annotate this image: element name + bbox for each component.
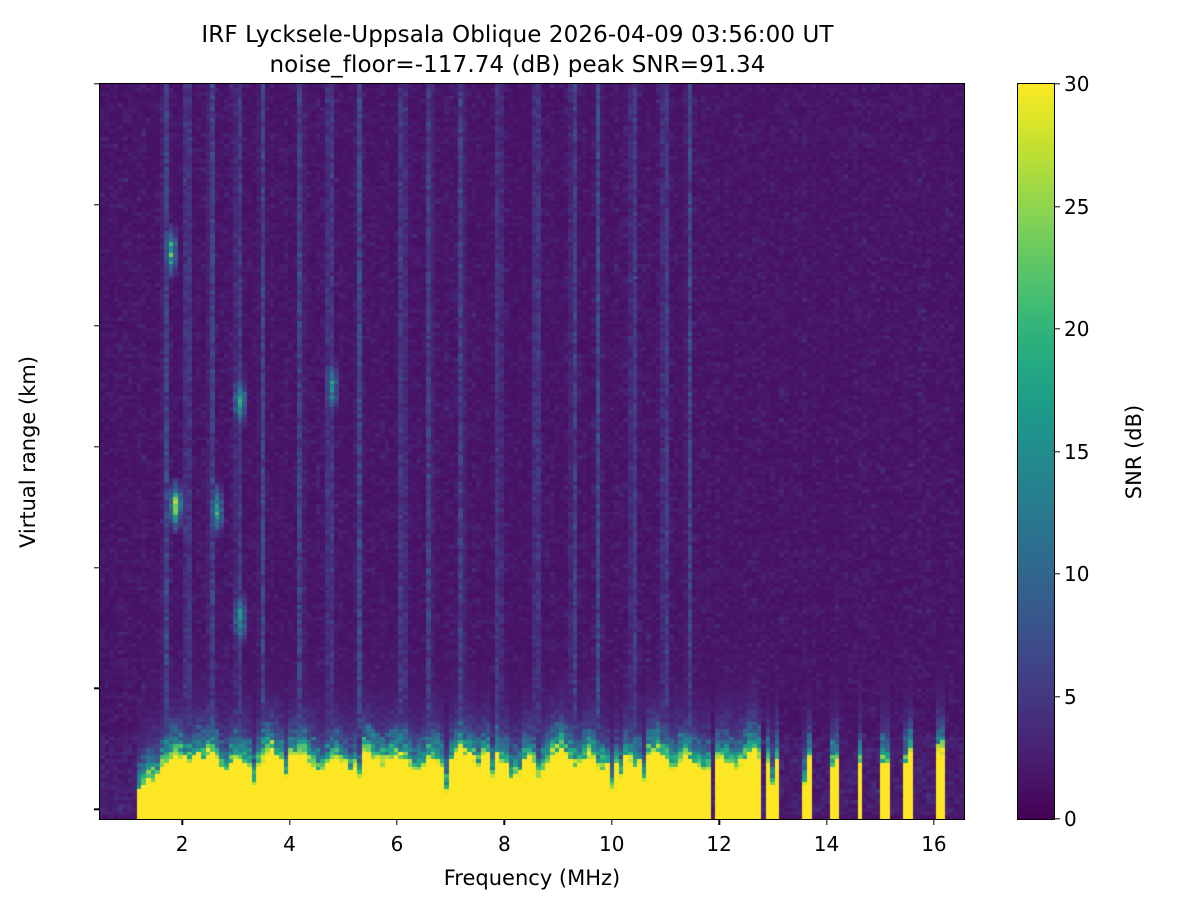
colorbar-tick-mark <box>1054 818 1060 820</box>
x-tick-mark <box>396 819 398 825</box>
y-tick-mark <box>94 445 100 448</box>
colorbar-tick-mark <box>1054 205 1060 208</box>
colorbar-tick-mark <box>1054 695 1060 698</box>
y-tick-mark <box>94 325 100 327</box>
colorbar-tick-mark <box>1054 573 1060 575</box>
x-tick-mark <box>611 819 613 825</box>
colorbar-tick-label: 10 <box>1064 562 1090 586</box>
x-tick-mark <box>718 819 720 825</box>
colorbar-tick-label: 20 <box>1064 317 1090 341</box>
figure-title: IRF Lycksele-Uppsala Oblique 2026-04-09 … <box>0 20 1035 81</box>
x-tick-mark <box>181 819 183 825</box>
colorbar-tick-label: 5 <box>1064 684 1077 709</box>
x-tick-label: 8 <box>497 832 511 856</box>
colorbar-tick-mark <box>1054 450 1060 453</box>
y-tick-mark <box>94 687 100 690</box>
figure-title-line1: IRF Lycksele-Uppsala Oblique 2026-04-09 … <box>201 22 834 48</box>
y-tick-mark <box>94 204 100 206</box>
colorbar-tick-label: 0 <box>1064 807 1077 831</box>
x-tick-label: 14 <box>813 832 840 856</box>
x-tick-label: 4 <box>283 832 296 856</box>
y-axis-label: Virtual range (km) <box>16 355 40 548</box>
figure-title-line2: noise_floor=-117.74 (dB) peak SNR=91.34 <box>269 52 766 79</box>
x-tick-mark <box>825 819 828 825</box>
colorbar-gradient <box>1018 84 1054 819</box>
colorbar-tick-mark <box>1054 83 1060 85</box>
x-tick-label: 10 <box>599 832 625 856</box>
x-tick-mark <box>288 819 291 825</box>
y-tick-mark <box>94 83 100 85</box>
colorbar-label: SNR (dB) <box>1122 404 1146 499</box>
x-tick-label: 12 <box>706 832 732 856</box>
x-tick-label: 2 <box>175 832 189 856</box>
y-tick-mark <box>94 808 100 811</box>
ionogram-heatmap-canvas <box>100 84 964 819</box>
x-tick-mark <box>933 819 935 825</box>
colorbar-tick-mark <box>1054 328 1060 330</box>
x-tick-label: 16 <box>921 832 947 856</box>
x-tick-mark <box>503 819 506 825</box>
x-tick-label: 6 <box>390 832 404 856</box>
colorbar-tick-label: 25 <box>1064 194 1090 219</box>
colorbar[interactable]: 0 5 10 15 20 25 30 SNR (dB) <box>1017 72 1146 831</box>
colorbar-tick-label: 15 <box>1064 439 1090 464</box>
x-axis-label: Frequency (MHz) <box>443 866 621 890</box>
y-tick-mark <box>94 566 100 569</box>
colorbar-tick-label: 30 <box>1064 72 1090 96</box>
